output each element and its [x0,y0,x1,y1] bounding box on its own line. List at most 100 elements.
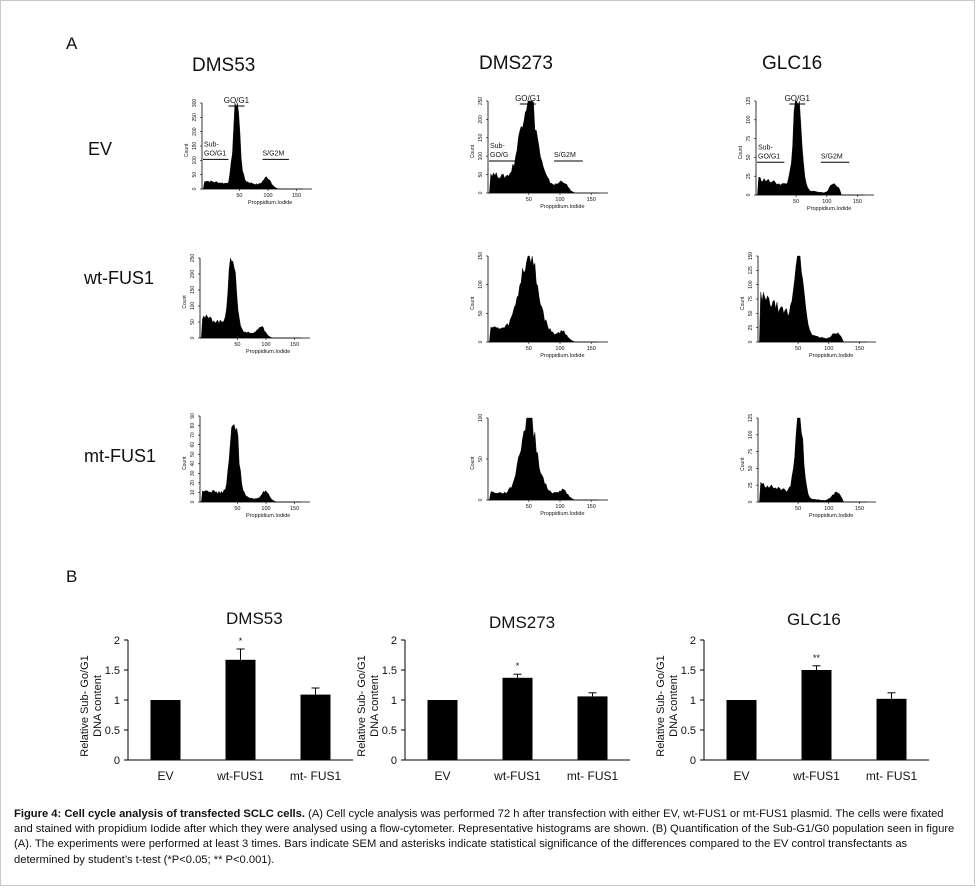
histogram-distribution [756,100,865,196]
histogram-y-tick-label: 0 [192,187,198,190]
bar-chart-title-dms53: DMS53 [226,609,283,628]
histogram-x-axis-title: Proppidium.Iodide [246,513,290,519]
histogram-x-tick-label: 50 [795,506,801,512]
histogram-sub-label: GO/G1 [758,153,780,160]
histogram-y-tick-label: 60 [190,442,196,448]
histogram-peak-label: GO/G1 [515,94,541,103]
histogram-y-tick-label: 125 [748,414,754,423]
histogram-x-tick-label: 50 [234,342,240,348]
histogram-y-tick-label: 25 [746,173,752,179]
histogram-y-axis-title: Count [182,456,188,470]
histogram-x-axis-title: Proppidium.Iodide [809,353,853,359]
histogram-x-tick-label: 150 [855,506,864,512]
row-label-wt-fus1: wt-FUS1 [84,268,155,288]
histogram-sg2m-label: S/G2M [554,152,576,159]
histogram-y-axis-title: Count [738,145,744,159]
histogram-y-tick-label: 300 [192,99,198,108]
histogram-x-tick-label: 50 [234,506,240,512]
histogram-y-tick-label: 100 [748,430,754,439]
histogram-y-axis-title: Count [740,296,746,310]
bar [577,696,608,760]
histogram-x-tick-label: 100 [555,197,564,203]
histogram-y-tick-label: 50 [746,154,752,160]
histogram-distribution [488,417,599,501]
histogram-y-tick-label: 100 [746,115,752,124]
histogram-x-tick-label: 50 [526,197,532,203]
histogram-sg2m-label: S/G2M [821,153,843,160]
histogram-x-tick-label: 100 [824,506,833,512]
histogram-x-tick-label: 50 [793,199,799,205]
histogram-x-tick-label: 50 [795,346,801,352]
histogram-peak-label: GO/G1 [224,96,250,105]
bar [726,700,757,760]
bar-chart-y-tick-label: 2 [391,635,397,647]
histogram-y-tick-label: 0 [478,498,484,501]
histogram-y-tick-label: 250 [192,113,198,122]
bar [801,670,832,760]
histogram-y-tick-label: 0 [478,191,484,194]
histogram-x-axis-title: Proppidium.Iodide [248,200,292,206]
histogram-x-tick-label: 50 [526,504,532,510]
bar-category-label: EV [434,769,450,783]
bar-chart-y-tick-label: 0.5 [681,725,696,737]
histogram-y-tick-label: 0 [478,340,484,343]
bar [150,700,181,760]
bar-chart-y-tick-label: 1.5 [105,665,120,677]
histogram-y-tick-label: 75 [748,449,754,455]
histogram-x-axis-title: Proppidium.Iodide [540,204,584,210]
significance-marker: * [516,661,520,671]
histogram-y-tick-label: 30 [190,470,196,476]
histogram-distribution [488,255,599,343]
histogram-x-tick-label: 100 [555,504,564,510]
histogram-y-tick-label: 100 [478,414,484,423]
histogram-y-tick-label: 200 [190,270,196,279]
bar-chart-y-tick-label: 1 [690,695,696,707]
histogram-y-tick-label: 100 [748,280,754,289]
significance-marker: * [239,636,243,646]
bar-chart-dms273: 0 0.5 1 1.5 2 Relative Sub- Go/G1 DNA content E… [356,635,630,783]
bar-category-label: mt- FUS1 [866,769,918,783]
histogram-distribution [200,424,302,503]
histogram-y-tick-label: 125 [748,266,754,275]
bar-chart-y-tick-label: 0 [114,755,120,767]
histogram-y-tick-label: 0 [748,340,754,343]
histogram-y-tick-label: 50 [190,319,196,325]
histogram-y-tick-label: 90 [190,413,196,419]
histogram-y-tick-label: 50 [190,451,196,457]
histogram-y-tick-label: 50 [748,465,754,471]
bar-chart-y-tick-label: 1.5 [382,665,397,677]
bar-category-label: wt-FUS1 [216,769,264,783]
histogram-y-tick-label: 250 [478,97,484,106]
bar-chart-y-tick-label: 2 [690,635,696,647]
histogram-x-tick-label: 150 [292,193,301,199]
histogram-x-tick-label: 150 [587,504,596,510]
histogram-y-tick-label: 150 [748,252,754,261]
histogram-y-tick-label: 70 [190,432,196,438]
histogram-x-tick-label: 100 [555,346,564,352]
histogram-x-tick-label: 150 [853,199,862,205]
histogram-x-tick-label: 100 [261,342,270,348]
histogram-sub-label: GO/G1 [204,150,226,157]
histogram-y-tick-label: 50 [192,172,198,178]
bar-chart-y-tick-label: 1 [114,695,120,707]
histogram-x-tick-label: 100 [263,193,272,199]
histogram-y-tick-label: 75 [746,136,752,142]
row-label-ev: EV [88,139,113,159]
bar-category-label: wt-FUS1 [792,769,840,783]
histogram-y-tick-label: 40 [190,461,196,467]
histogram-y-tick-label: 150 [478,133,484,142]
bar-chart-dms53: 0 0.5 1 1.5 2 Relative Sub- Go/G1 DNA content E… [79,635,353,783]
histogram-distribution [202,102,304,190]
histogram-y-tick-label: 100 [190,302,196,311]
histogram-distribution [488,100,599,194]
histogram-y-tick-label: 100 [478,152,484,161]
bar-chart-title-dms273: DMS273 [489,613,556,632]
caption-text: (A) Cell cycle analysis was performed 72… [14,808,955,866]
histogram-y-tick-label: 10 [190,489,196,495]
